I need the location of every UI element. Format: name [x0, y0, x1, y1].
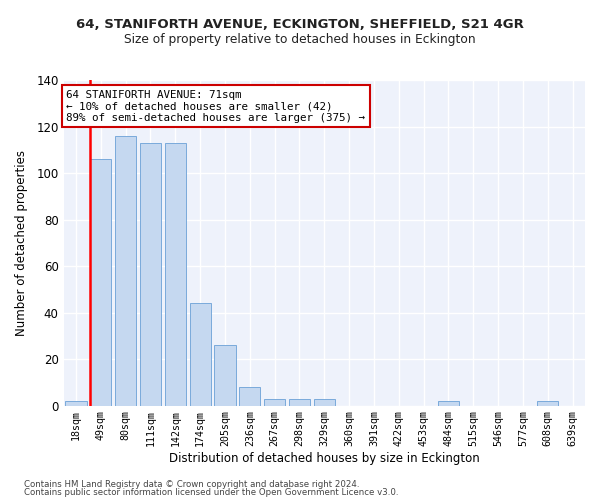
Bar: [65, 401, 86, 406]
Text: 64, STANIFORTH AVENUE, ECKINGTON, SHEFFIELD, S21 4GR: 64, STANIFORTH AVENUE, ECKINGTON, SHEFFI…: [76, 18, 524, 30]
Bar: [90, 159, 112, 406]
Bar: [214, 345, 236, 406]
Bar: [140, 143, 161, 406]
Bar: [314, 398, 335, 406]
Bar: [190, 304, 211, 406]
Text: Contains public sector information licensed under the Open Government Licence v3: Contains public sector information licen…: [24, 488, 398, 497]
Bar: [165, 143, 186, 406]
Bar: [537, 401, 559, 406]
Text: Contains HM Land Registry data © Crown copyright and database right 2024.: Contains HM Land Registry data © Crown c…: [24, 480, 359, 489]
Y-axis label: Number of detached properties: Number of detached properties: [15, 150, 28, 336]
Bar: [239, 387, 260, 406]
Bar: [264, 398, 285, 406]
Bar: [289, 398, 310, 406]
Bar: [115, 136, 136, 406]
Bar: [438, 401, 459, 406]
X-axis label: Distribution of detached houses by size in Eckington: Distribution of detached houses by size …: [169, 452, 479, 465]
Text: Size of property relative to detached houses in Eckington: Size of property relative to detached ho…: [124, 32, 476, 46]
Text: 64 STANIFORTH AVENUE: 71sqm
← 10% of detached houses are smaller (42)
89% of sem: 64 STANIFORTH AVENUE: 71sqm ← 10% of det…: [66, 90, 365, 123]
